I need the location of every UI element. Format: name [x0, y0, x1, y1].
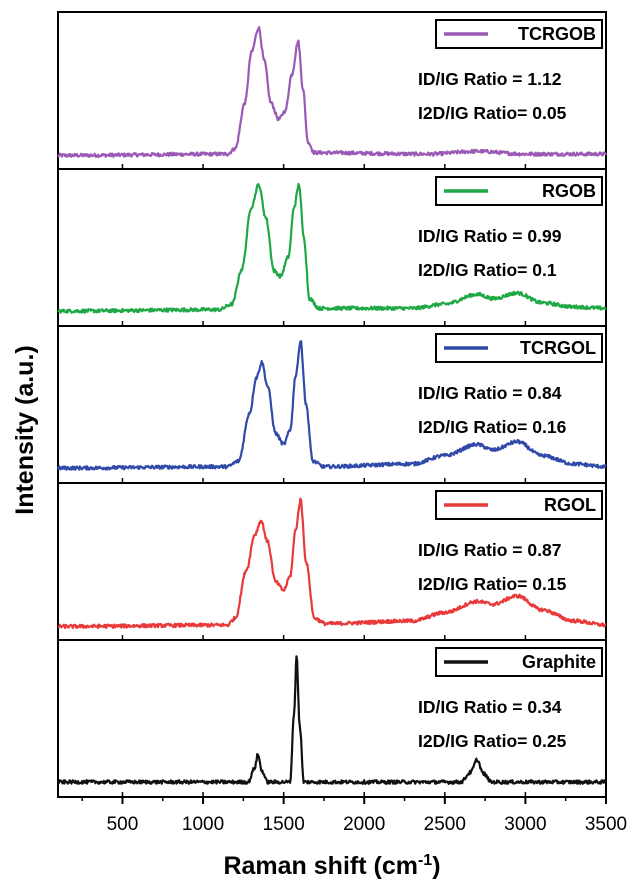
x-tick-label: 3000	[504, 814, 546, 835]
id-ig-ratio-label: ID/IG Ratio = 0.34	[418, 697, 562, 717]
x-tick-label: 3500	[585, 814, 627, 835]
legend-label: RGOB	[542, 181, 596, 201]
i2d-ig-ratio-label: I2D/IG Ratio= 0.16	[418, 417, 567, 437]
id-ig-ratio-label: ID/IG Ratio = 0.87	[418, 540, 561, 560]
panel-rgol: RGOL ID/IG Ratio = 0.87 I2D/IG Ratio= 0.15	[57, 482, 607, 641]
id-ig-ratio-label: ID/IG Ratio = 0.84	[418, 383, 562, 403]
legend-label: TCRGOL	[520, 338, 596, 358]
x-tick-label: 500	[107, 814, 139, 835]
i2d-ig-ratio-label: I2D/IG Ratio= 0.1	[418, 260, 557, 280]
i2d-ig-ratio-label: I2D/IG Ratio= 0.15	[418, 574, 567, 594]
id-ig-ratio-label: ID/IG Ratio = 0.99	[418, 226, 562, 246]
y-axis-title: Intensity (a.u.)	[11, 345, 39, 514]
panel-rgob: RGOB ID/IG Ratio = 0.99 I2D/IG Ratio= 0.1	[57, 168, 607, 327]
panel-tcrgob: TCRGOB ID/IG Ratio = 1.12 I2D/IG Ratio= 0.…	[57, 11, 608, 170]
spectrum-line-rgol	[57, 497, 607, 630]
legend-label: TCRGOB	[518, 24, 596, 44]
panel-graphite: Graphite ID/IG Ratio = 0.34 I2D/IG Ratio= …	[56, 639, 607, 798]
x-axis-title: Raman shift (cm-1)	[223, 852, 440, 880]
x-tick-label: 2500	[424, 814, 466, 835]
i2d-ig-ratio-label: I2D/IG Ratio= 0.25	[418, 731, 567, 751]
i2d-ig-ratio-label: I2D/IG Ratio= 0.05	[418, 103, 567, 123]
id-ig-ratio-label: ID/IG Ratio = 1.12	[418, 69, 562, 89]
spectrum-line-graphite	[56, 655, 607, 785]
legend-box	[435, 19, 603, 49]
spectrum-line-rgob	[57, 182, 607, 314]
x-tick-label: 1500	[263, 814, 305, 835]
spectrum-line-tcrgol	[56, 340, 607, 471]
legend-label: Graphite	[522, 652, 596, 672]
panel-tcrgol: TCRGOL ID/IG Ratio = 0.84 I2D/IG Ratio= 0.…	[56, 325, 607, 484]
x-tick-label: 1000	[182, 814, 224, 835]
panels-group: TCRGOB ID/IG Ratio = 1.12 I2D/IG Ratio= 0.…	[56, 11, 608, 798]
x-axis: 500 1000 1500 2000 2500 3000 3500	[58, 796, 627, 835]
x-tick-label: 2000	[343, 814, 385, 835]
spectrum-line-tcrgob	[57, 25, 608, 159]
legend-label: RGOL	[544, 495, 596, 515]
